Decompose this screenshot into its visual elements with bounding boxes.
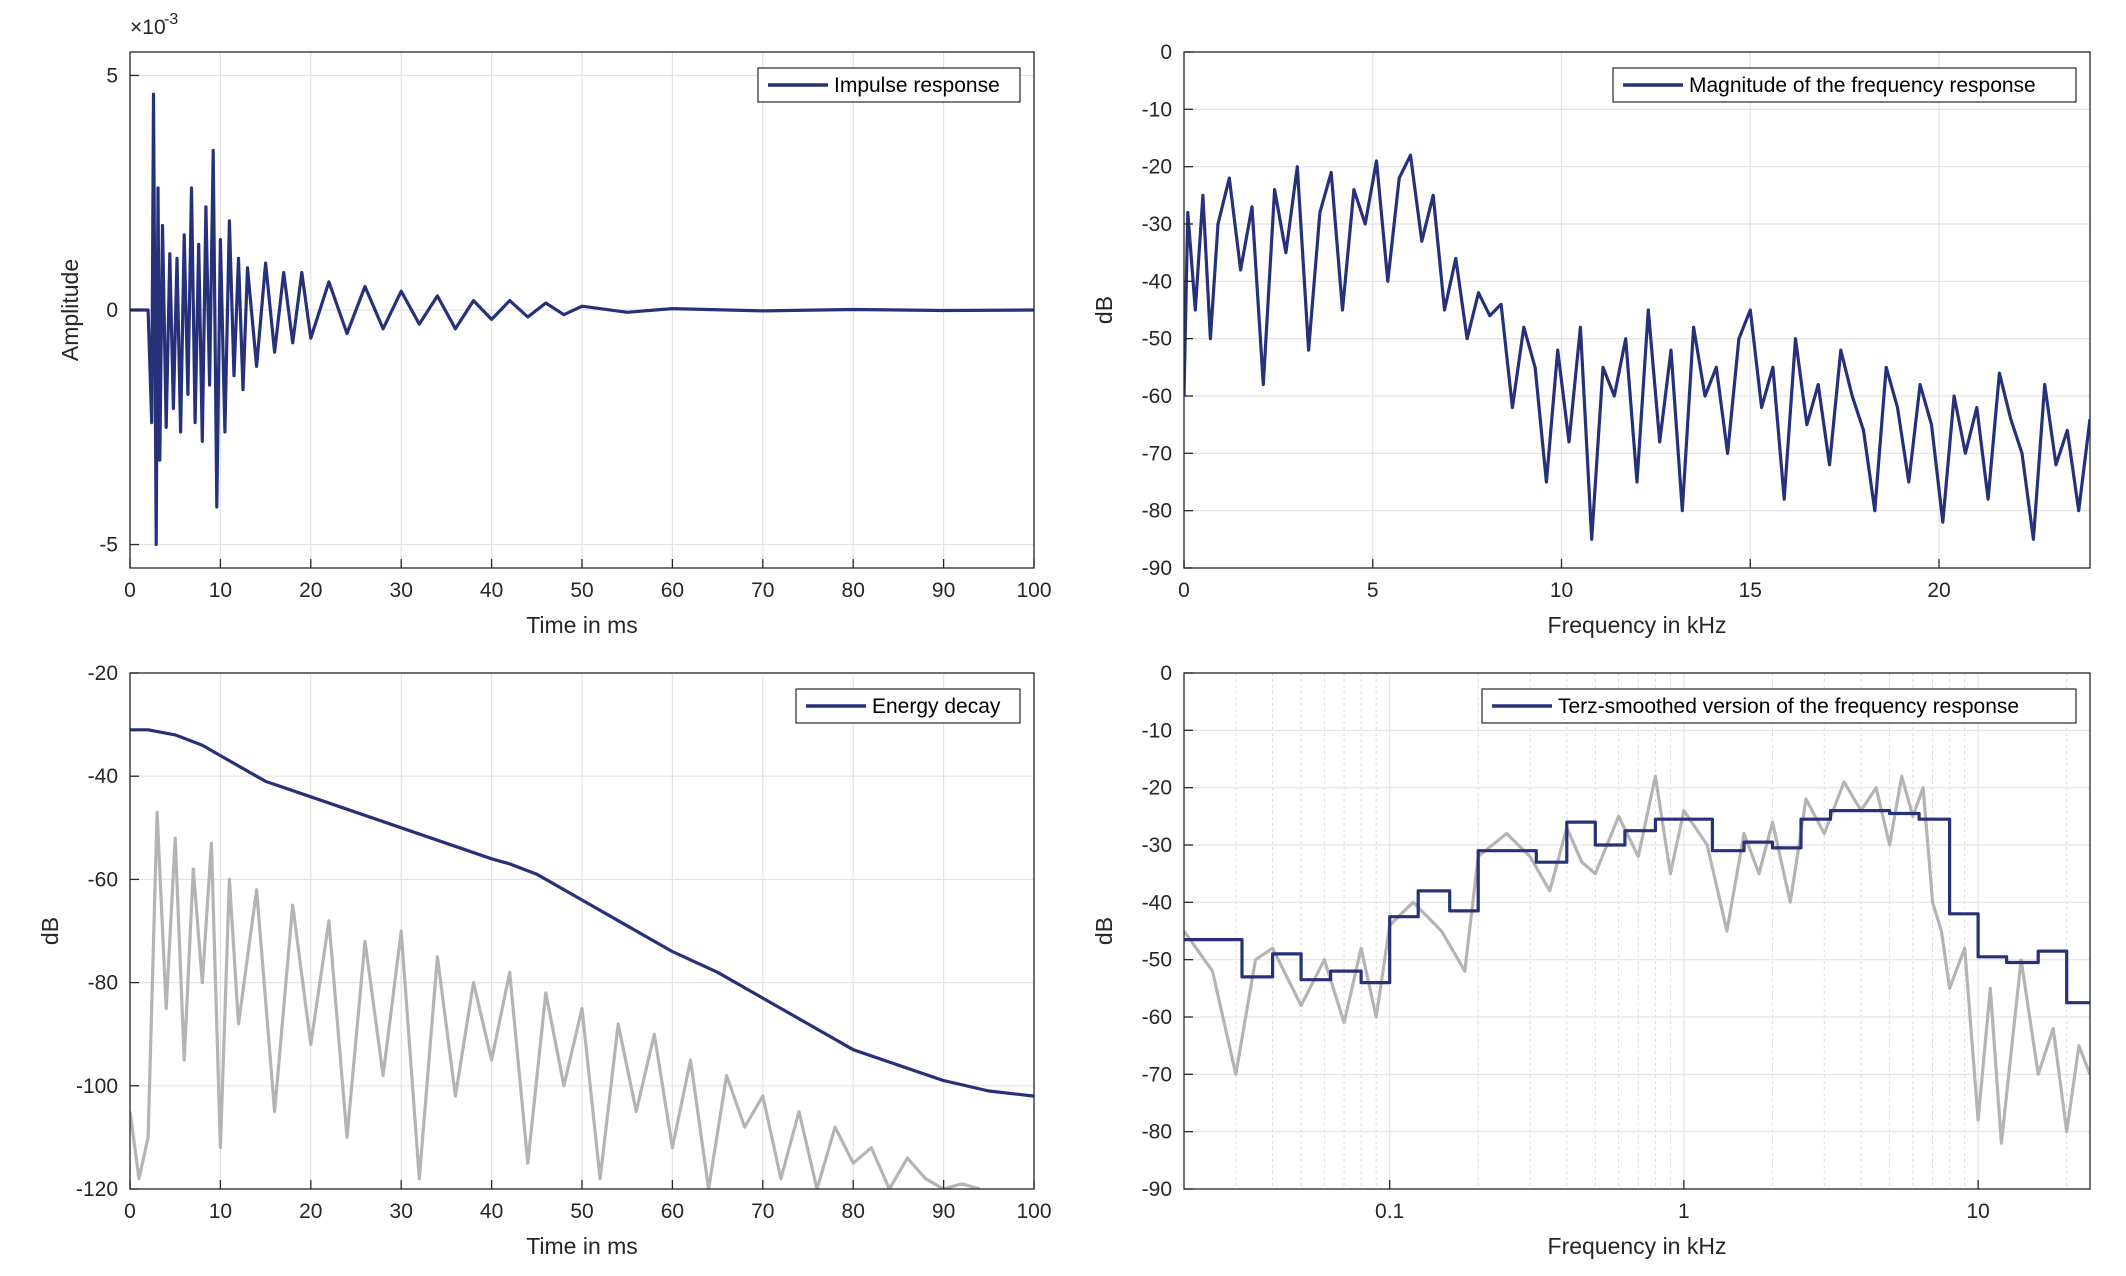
y-tick-label: -80: [1142, 500, 1172, 523]
y-axis-label: dB: [37, 917, 63, 945]
y-tick-label: -80: [1142, 1121, 1172, 1144]
plot-area: [1184, 52, 2090, 568]
y-tick-label: -60: [1142, 385, 1172, 408]
panel-terz: 0.1 1 10 0 -10 -20 -30 -40 -50 -60 -70 -80 -90 Freque…: [1091, 662, 2091, 1259]
legend: Terz-smoothed version of the frequency r…: [1481, 688, 2077, 724]
x-tick-label: 0: [124, 579, 136, 602]
x-tick-label: 30: [390, 1200, 413, 1223]
x-axis-label: Time in ms: [526, 1233, 638, 1259]
y-tick-label: -90: [1142, 1178, 1172, 1201]
y-tick-label: -50: [1142, 328, 1172, 351]
series-group: [130, 728, 1034, 1189]
x-tick-label: 5: [1367, 579, 1379, 602]
x-axis-label: Frequency in kHz: [1548, 1233, 1727, 1259]
y-axis-label: dB: [1091, 917, 1117, 945]
x-tick-label: 70: [751, 1200, 774, 1223]
y-tick-label: -40: [1142, 891, 1172, 914]
y-tick-label: -90: [1142, 557, 1172, 580]
y-tick-label: -70: [1142, 1063, 1172, 1086]
series-group: [130, 92, 1034, 547]
legend: Magnitude of the frequency response: [1612, 67, 2077, 103]
panel-magnitude: 0 5 10 15 20 0 -10 -20 -30 -40 -50 -60 -70 -80 -90 Freq…: [1091, 41, 2091, 638]
series-line-raw: [1184, 774, 2090, 1145]
x-tick-label: 10: [1550, 579, 1573, 602]
y-tick-label: 0: [1160, 662, 1172, 685]
x-axis-label: Frequency in kHz: [1548, 612, 1727, 638]
x-tick-label: 20: [299, 1200, 322, 1223]
x-tick-label: 0.1: [1375, 1200, 1404, 1223]
y-axis-label: dB: [1091, 296, 1117, 324]
series-group: [1184, 153, 2090, 541]
y-axis-label: Amplitude: [57, 259, 83, 361]
x-tick-label: 15: [1739, 579, 1762, 602]
series-group: [1184, 774, 2090, 1145]
x-tick-label: 30: [390, 579, 413, 602]
legend: Energy decay: [795, 688, 1021, 724]
legend-box: [1481, 688, 2077, 724]
legend-box: [1612, 67, 2077, 103]
legend-label: Magnitude of the frequency response: [1689, 74, 2036, 97]
axes-box: [1183, 51, 2091, 569]
x-tick-label: 70: [751, 579, 774, 602]
y-tick-label: -80: [88, 972, 118, 995]
series-line-main: [130, 92, 1034, 547]
x-tick-label: 10: [1966, 1200, 1989, 1223]
x-tick-label: 60: [661, 1200, 684, 1223]
x-tick-label: 1: [1678, 1200, 1690, 1223]
y-tick-label: -5: [99, 534, 118, 557]
x-tick-label: 90: [932, 579, 955, 602]
x-tick-label: 50: [570, 1200, 593, 1223]
exponent-base: ×10: [130, 16, 166, 39]
series-line-main: [1184, 153, 2090, 541]
x-axis-label: Time in ms: [526, 612, 638, 638]
y-tick-label: 5: [106, 64, 118, 87]
y-tick-label: -60: [88, 868, 118, 891]
y-tick-label: -70: [1142, 442, 1172, 465]
exponent-power: -3: [164, 11, 178, 28]
panel-energy: 0 10 20 30 40 50 60 70 80 90 100 -20 -40 -60 -80 -100 -1…: [37, 662, 1052, 1259]
x-tick-label: 80: [842, 579, 865, 602]
legend: Impulse response: [757, 67, 1021, 103]
x-tick-label: 10: [209, 1200, 232, 1223]
panel-impulse: 0 10 20 30 40 50 60 70 80 90 100 -5 0 5 Time in ms Ampl…: [57, 11, 1052, 638]
x-tick-label: 20: [299, 579, 322, 602]
y-tick-label: -10: [1142, 98, 1172, 121]
y-tick-label: 0: [106, 299, 118, 322]
x-tick-label: 0: [1178, 579, 1190, 602]
x-tick-label: 80: [842, 1200, 865, 1223]
series-line-main: [130, 728, 1034, 1098]
y-tick-label: -20: [88, 662, 118, 685]
y-tick-label: -100: [76, 1075, 118, 1098]
plot-area: [1184, 673, 2090, 1189]
x-tick-label: 20: [1927, 579, 1950, 602]
x-tick-label: 100: [1016, 1200, 1051, 1223]
y-tick-label: -40: [1142, 270, 1172, 293]
y-tick-label: -120: [76, 1178, 118, 1201]
axes-box: [1183, 672, 2091, 1190]
y-tick-label: -20: [1142, 156, 1172, 179]
legend-label: Impulse response: [834, 74, 1000, 97]
x-tick-label: 0: [124, 1200, 136, 1223]
x-tick-label: 100: [1016, 579, 1051, 602]
y-tick-label: -20: [1142, 777, 1172, 800]
y-tick-label: -10: [1142, 719, 1172, 742]
y-tick-label: -50: [1142, 949, 1172, 972]
y-tick-label: -30: [1142, 834, 1172, 857]
x-tick-label: 10: [209, 579, 232, 602]
y-tick-label: -30: [1142, 213, 1172, 236]
x-tick-label: 50: [570, 579, 593, 602]
x-tick-label: 90: [932, 1200, 955, 1223]
y-tick-label: -60: [1142, 1006, 1172, 1029]
legend-label: Energy decay: [872, 695, 1001, 718]
series-line-main: [1184, 809, 2090, 1005]
y-tick-label: 0: [1160, 41, 1172, 64]
x-tick-label: 60: [661, 579, 684, 602]
legend-label: Terz-smoothed version of the frequency r…: [1558, 695, 2019, 718]
series-line-raw: [130, 810, 981, 1189]
x-tick-label: 40: [480, 1200, 503, 1223]
y-tick-label: -40: [88, 765, 118, 788]
x-tick-label: 40: [480, 579, 503, 602]
